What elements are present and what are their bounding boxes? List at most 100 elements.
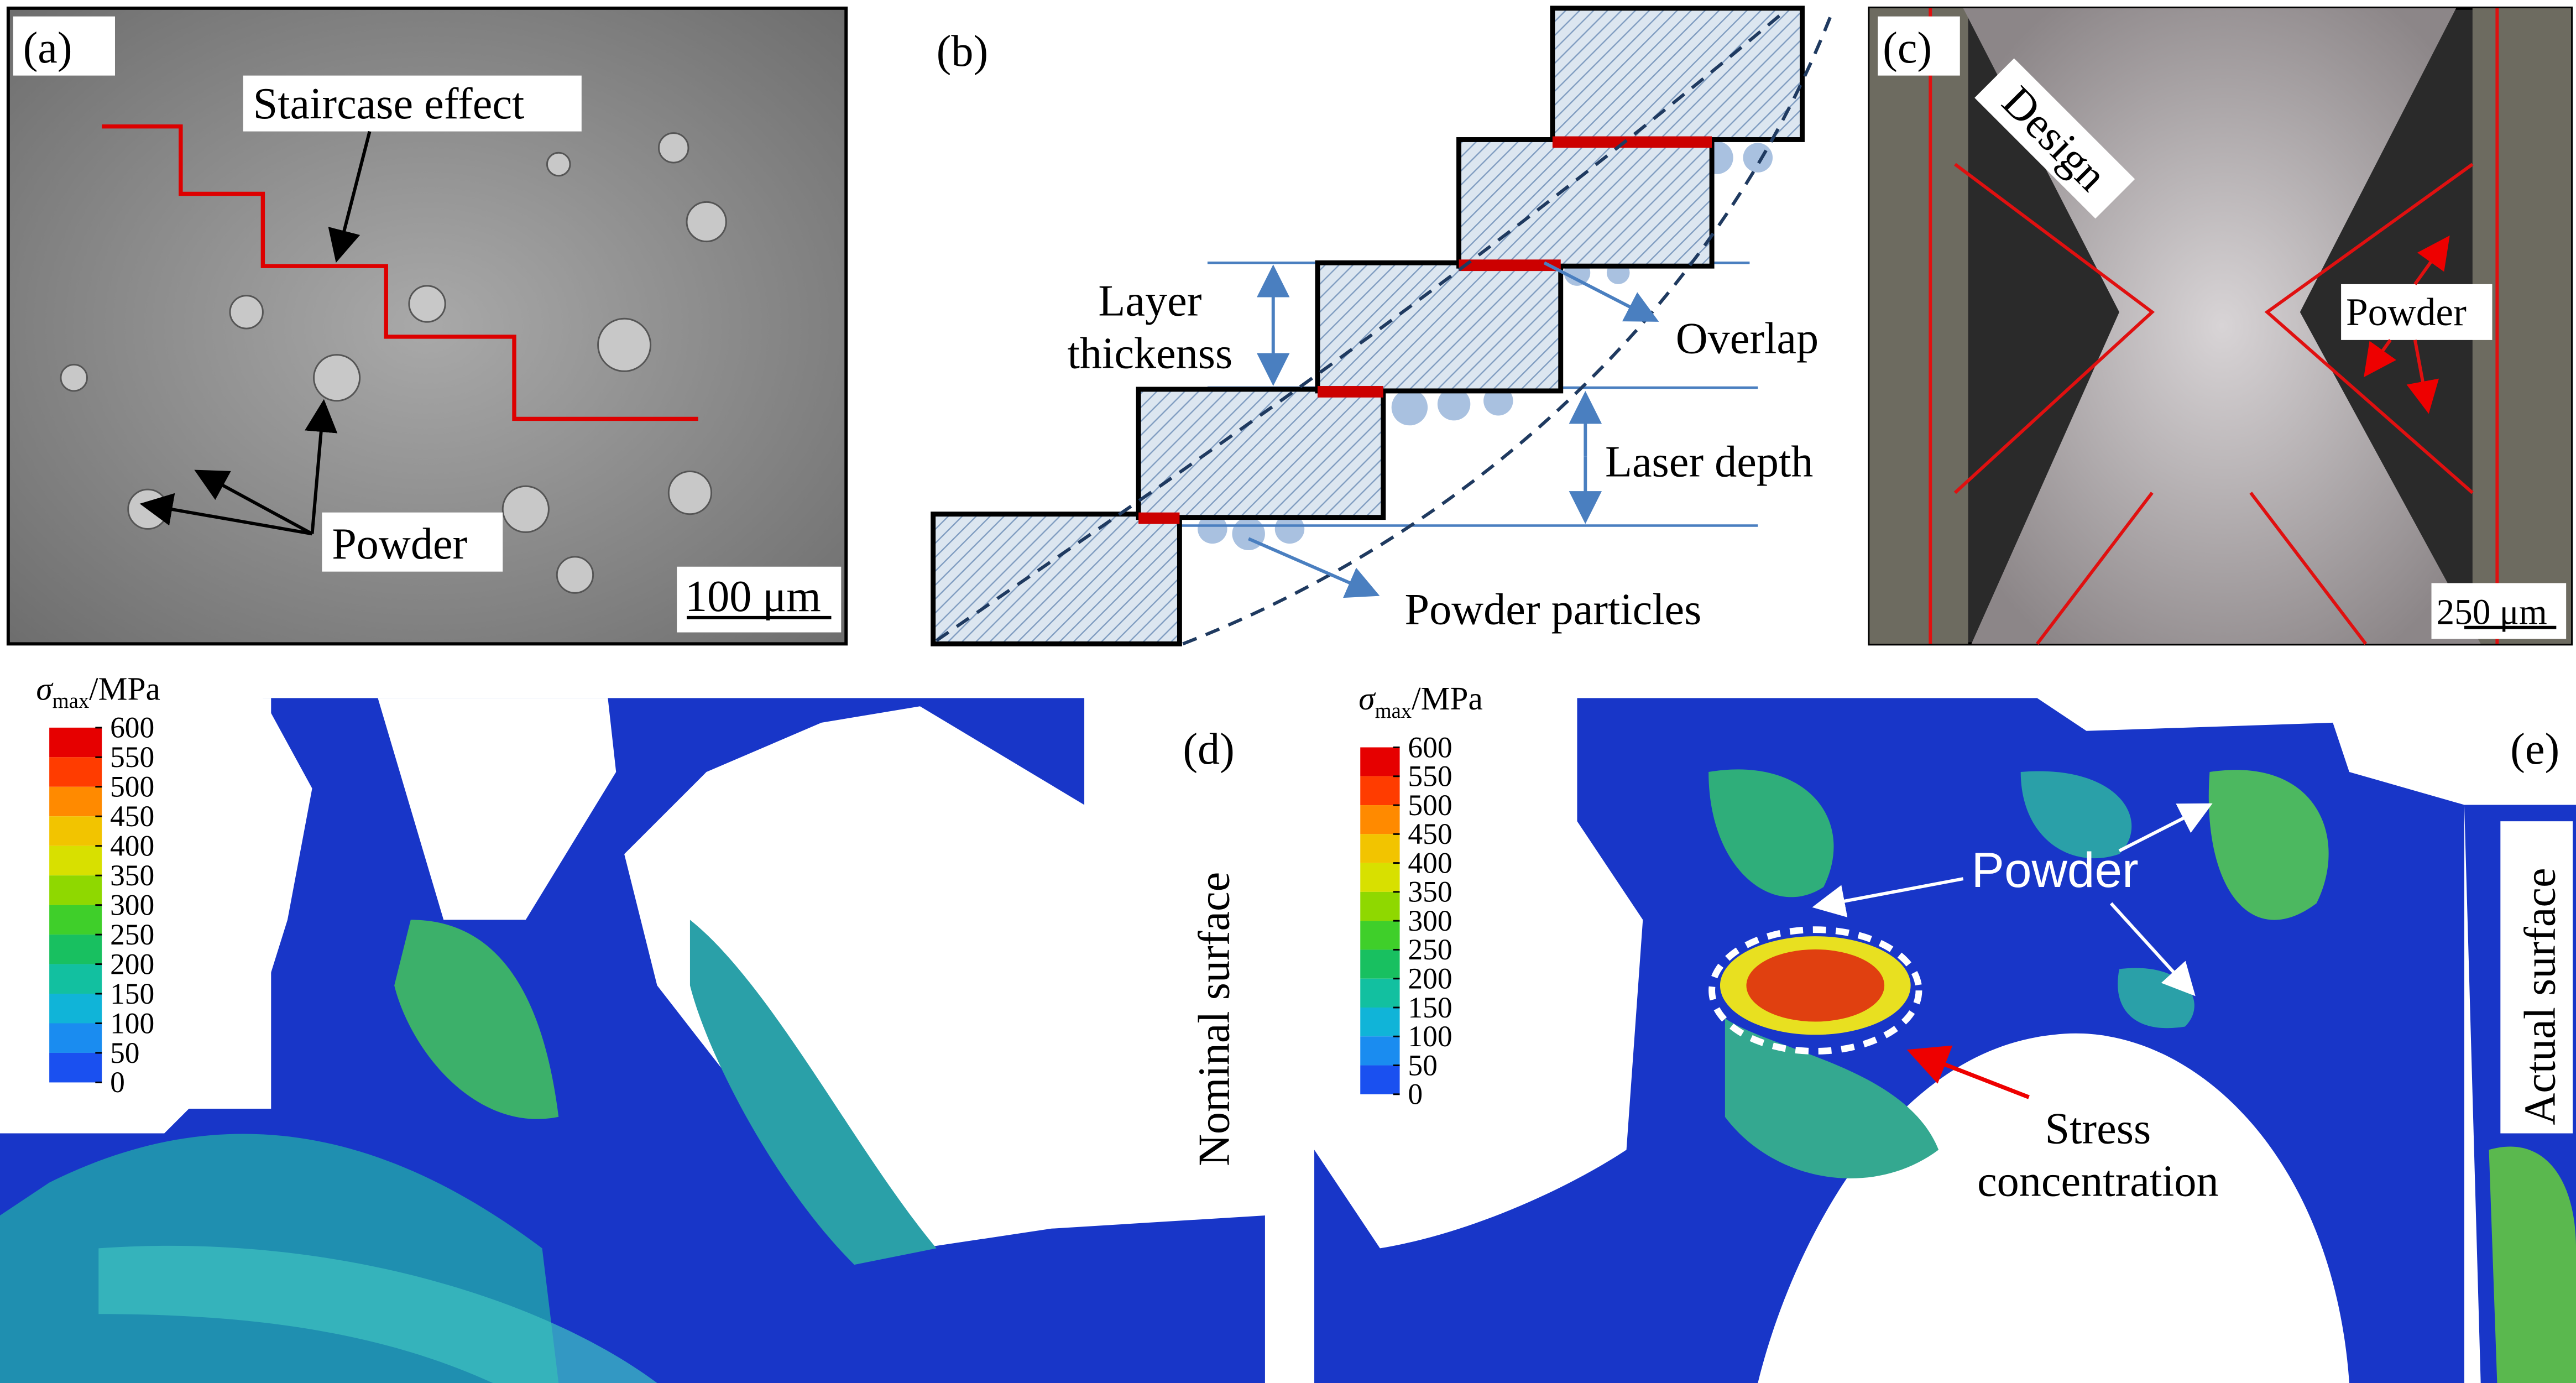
background bbox=[1869, 8, 1968, 644]
shape bbox=[2406, 340, 2439, 414]
colorbar-segment bbox=[49, 757, 102, 787]
colorbar-segment bbox=[1360, 921, 1400, 950]
highlight-ellipse bbox=[1708, 926, 1922, 1055]
colorbar-segment bbox=[49, 1052, 102, 1083]
colorbar-segment bbox=[49, 994, 102, 1024]
colorbar-title: σmax/MPa bbox=[36, 670, 160, 713]
arrow bbox=[328, 131, 372, 263]
panel-e: σmax/MPa 6005505004504003503002502001501… bbox=[1314, 673, 2576, 1383]
colorbar-segment bbox=[49, 964, 102, 994]
scale-label: 100 μm bbox=[685, 572, 821, 621]
colorbar-title: σmax/MPa bbox=[1358, 680, 1483, 723]
annotation: Powder bbox=[2346, 290, 2467, 334]
design-curve bbox=[935, 12, 1784, 642]
colorbar-tick-label: 200 bbox=[1408, 962, 1452, 995]
label-box bbox=[13, 16, 115, 76]
void bbox=[378, 698, 616, 920]
colorbar-segment bbox=[1360, 1007, 1400, 1037]
annotation: Powder bbox=[332, 520, 467, 568]
shape bbox=[1138, 512, 1180, 524]
arrows bbox=[139, 399, 338, 536]
shape bbox=[1543, 261, 1659, 322]
arrows bbox=[1248, 261, 1659, 598]
side-label: Nominal surface bbox=[1190, 872, 1239, 1166]
stress-peak bbox=[1746, 949, 1885, 1022]
shape bbox=[546, 152, 571, 177]
stress-patch bbox=[1708, 769, 1834, 897]
stress-patch bbox=[394, 920, 559, 1119]
shape bbox=[1391, 389, 1428, 426]
label-box bbox=[322, 512, 503, 572]
colorbar-segment bbox=[1360, 1036, 1400, 1066]
stress-patch bbox=[2489, 1146, 2576, 1383]
colorbar-segment bbox=[49, 875, 102, 905]
stress-patch bbox=[2020, 771, 2132, 859]
label-box bbox=[2341, 284, 2493, 340]
shape bbox=[1456, 137, 1715, 269]
colorbar-segment bbox=[49, 935, 102, 964]
design-outline bbox=[1929, 8, 2499, 645]
staircase-line bbox=[102, 124, 698, 421]
shape bbox=[408, 285, 446, 323]
annotation: Laser depth bbox=[1605, 437, 1813, 486]
colorbar-tick-label: 100 bbox=[1408, 1020, 1452, 1053]
shape bbox=[60, 363, 88, 392]
shape bbox=[313, 354, 361, 402]
shape bbox=[1317, 386, 1383, 398]
colorbar-tick-label: 0 bbox=[110, 1066, 125, 1099]
overlap-bars bbox=[1138, 136, 1712, 524]
unit: /MPa bbox=[89, 670, 160, 707]
shape bbox=[556, 556, 594, 594]
shape bbox=[139, 493, 313, 536]
panel-label: (e) bbox=[2510, 725, 2559, 774]
colorbar-tick-label: 250 bbox=[110, 918, 154, 951]
annotation: Powder particles bbox=[1404, 586, 1701, 634]
annotation: Layer bbox=[1098, 276, 1201, 325]
panel-label: (a) bbox=[23, 24, 72, 72]
colorbar-tick-label: 300 bbox=[1408, 904, 1452, 937]
shape bbox=[501, 485, 550, 533]
colorbar-tick-label: 350 bbox=[1408, 875, 1452, 909]
powder-particles bbox=[60, 132, 727, 594]
scale-label: 250 μm bbox=[2436, 593, 2547, 633]
colorbar-tick-label: 350 bbox=[110, 859, 154, 892]
colorbar-tick-label: 200 bbox=[110, 947, 154, 980]
colorbar-tick-label: 50 bbox=[1408, 1048, 1437, 1082]
colorbar-tick-label: 400 bbox=[1408, 846, 1452, 879]
layers bbox=[931, 6, 1805, 646]
label-box bbox=[2500, 706, 2570, 773]
colorbar-tick-label: 450 bbox=[110, 800, 154, 833]
shape bbox=[305, 399, 338, 534]
symbol: σ bbox=[36, 670, 54, 707]
colorbar-tick-label: 550 bbox=[1408, 760, 1452, 793]
arrow bbox=[1906, 1045, 2030, 1099]
arrows bbox=[2364, 235, 2450, 414]
shape bbox=[597, 317, 652, 372]
stress-patch bbox=[1725, 1018, 1939, 1179]
colorbar-tick-label: 600 bbox=[110, 711, 154, 744]
shape bbox=[1315, 260, 1564, 394]
annotation: Powder bbox=[1972, 842, 2139, 897]
shape bbox=[1136, 387, 1386, 520]
colorbar-segment bbox=[49, 786, 102, 817]
colorbar-segment bbox=[1360, 805, 1400, 834]
panel-b: (b) Layer bbox=[931, 6, 1833, 646]
subscript: max bbox=[53, 690, 89, 713]
panel-label: (d) bbox=[1183, 725, 1235, 774]
shape bbox=[658, 132, 689, 164]
label-box bbox=[1878, 16, 1960, 76]
colorbar-tick-label: 0 bbox=[1408, 1078, 1423, 1111]
shape bbox=[2364, 339, 2396, 378]
colorbar-segment bbox=[49, 905, 102, 935]
label-box bbox=[243, 75, 582, 132]
shape bbox=[1248, 537, 1380, 598]
design-curve bbox=[1182, 12, 1833, 646]
colorbar-tick-label: 400 bbox=[110, 829, 154, 863]
arrows bbox=[1812, 803, 2213, 996]
shape bbox=[229, 295, 264, 330]
shape bbox=[2413, 235, 2450, 285]
unit: /MPa bbox=[1412, 680, 1483, 717]
